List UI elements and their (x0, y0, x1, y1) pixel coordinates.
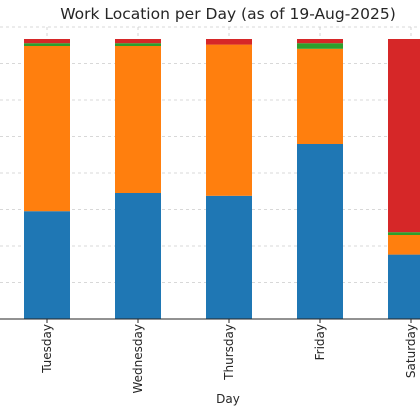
bar-segment-thursday-1 (206, 44, 252, 196)
x-axis-label: Day (216, 392, 240, 406)
x-ticks: Tuesday Wednesday Thursday Friday Saturday (40, 319, 418, 393)
bar-segment-saturday-2 (388, 232, 420, 235)
bar-segment-wednesday-2 (115, 43, 161, 46)
x-tick-label: Saturday (404, 324, 418, 378)
bar-segment-tuesday-2 (24, 43, 70, 46)
x-tick-label: Friday (313, 324, 327, 360)
bar-segment-friday-1 (297, 48, 343, 144)
bar-segment-saturday-0 (388, 254, 420, 319)
x-tick-label: Tuesday (40, 324, 54, 374)
x-tick-label: Wednesday (131, 324, 145, 393)
bar-segment-thursday-0 (206, 195, 252, 319)
bar-segment-tuesday-0 (24, 211, 70, 319)
bar-segment-saturday-1 (388, 235, 420, 255)
bar-segment-thursday-3 (206, 39, 252, 45)
bar-segment-friday-0 (297, 144, 343, 319)
bar-segment-tuesday-1 (24, 46, 70, 212)
bar-segment-friday-2 (297, 43, 343, 49)
bar-segment-friday-3 (297, 39, 343, 44)
bar-segment-tuesday-3 (24, 39, 70, 44)
chart-title: Work Location per Day (as of 19-Aug-2025… (60, 5, 396, 23)
bar-segment-wednesday-0 (115, 193, 161, 319)
bar-segment-wednesday-3 (115, 39, 161, 44)
bar-segment-saturday-3 (388, 39, 420, 233)
x-tick-label: Thursday (222, 324, 236, 381)
bars (24, 39, 420, 319)
bar-segment-wednesday-1 (115, 46, 161, 193)
